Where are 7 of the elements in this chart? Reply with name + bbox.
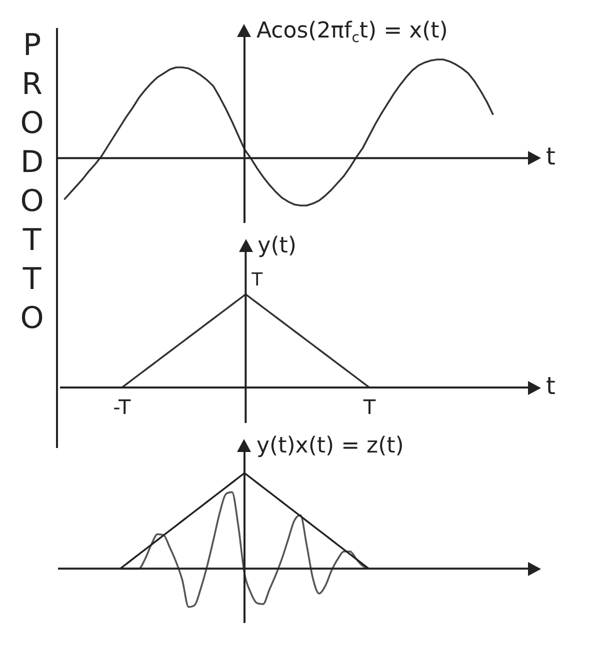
x-tick-label: -T <box>113 395 132 420</box>
x-axis-title: t <box>546 372 556 400</box>
x-axis-title: t <box>546 142 556 170</box>
y-axis-title: y(t) <box>258 234 296 259</box>
text: PRODOTTO <box>14 28 50 342</box>
y-axis-title: y(t)x(t) = z(t) <box>256 434 404 459</box>
text: T <box>250 270 264 291</box>
